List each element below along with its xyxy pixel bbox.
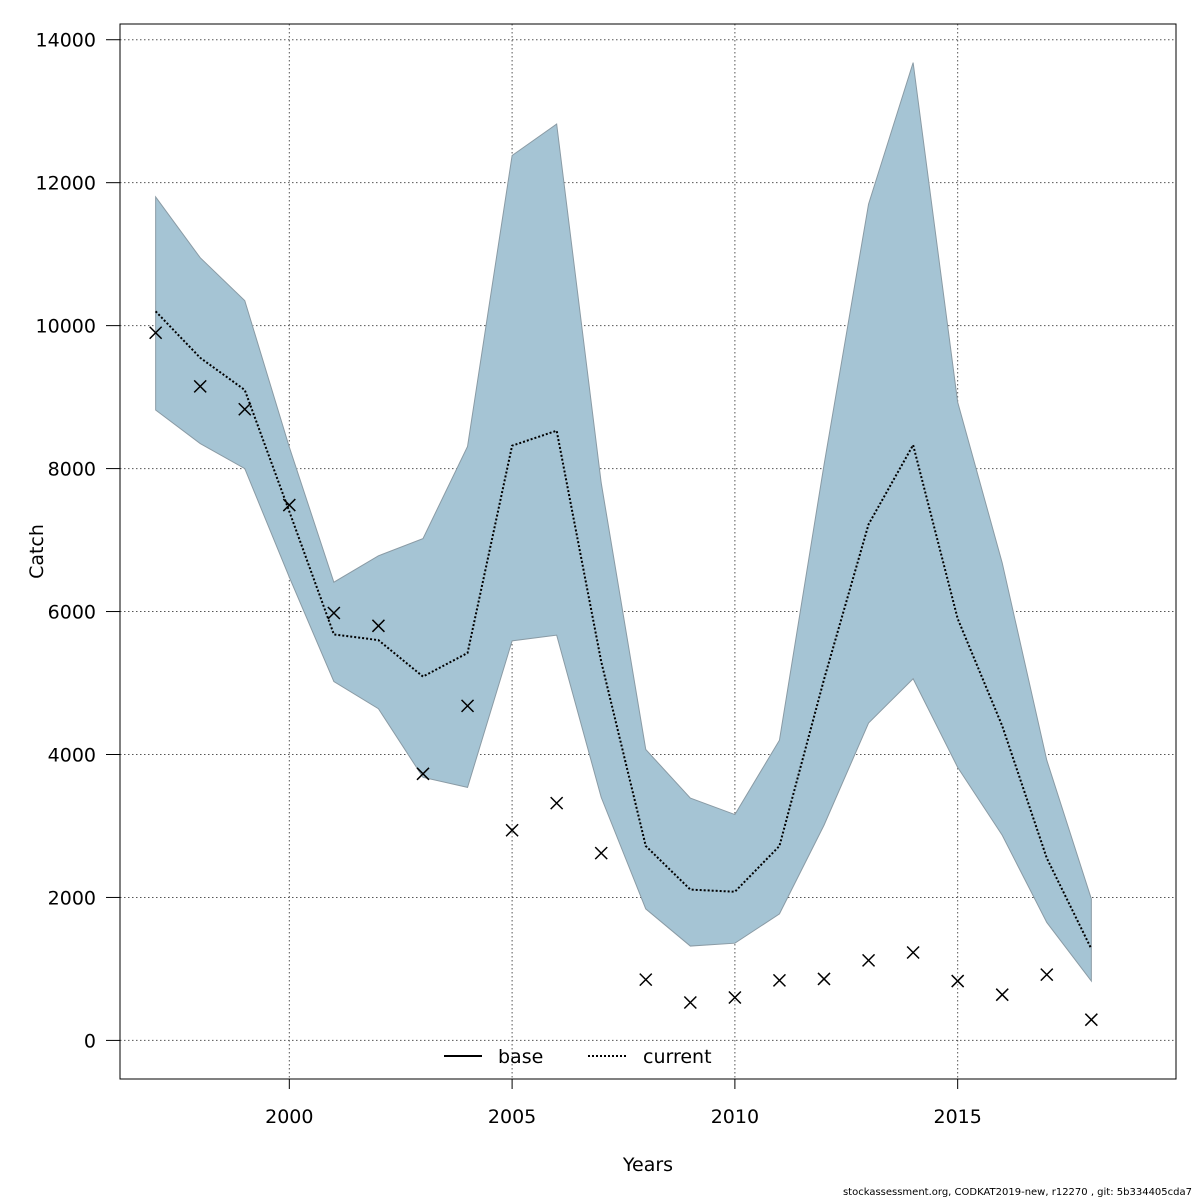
observed-point <box>327 606 341 620</box>
observed-point <box>238 402 252 416</box>
y-tick-label: 10000 <box>36 316 96 338</box>
x-tick-label: 2000 <box>265 1106 313 1128</box>
observed-point <box>728 990 742 1005</box>
x-tick-label: 2010 <box>711 1106 759 1128</box>
observed-point <box>505 823 519 837</box>
footer-credit: stockassessment.org, CODKAT2019-new, r12… <box>842 1187 1192 1198</box>
observed-point <box>282 498 296 512</box>
observed-point <box>550 796 564 810</box>
observed-markers <box>149 326 1098 1027</box>
series-line-current <box>154 310 1093 950</box>
y-tick-label: 0 <box>84 1030 96 1052</box>
legend: base current <box>444 1046 712 1068</box>
x-axis-title: Years <box>622 1154 673 1176</box>
observed-point <box>461 699 475 713</box>
y-axis-title: Catch <box>26 524 48 579</box>
x-tick-label: 2005 <box>488 1106 536 1128</box>
observed-point <box>1084 1013 1098 1027</box>
y-tick-label: 12000 <box>36 173 96 195</box>
y-tick-label: 2000 <box>48 887 96 909</box>
series-lines <box>154 310 1093 950</box>
plot-frame <box>119 23 1177 1080</box>
observed-point <box>683 995 697 1010</box>
observed-point <box>149 326 163 340</box>
observed-point <box>862 953 876 967</box>
x-tick-label: 2015 <box>933 1106 981 1128</box>
observed-point <box>951 974 965 988</box>
observed-point <box>995 988 1009 1002</box>
observed-point <box>594 846 608 860</box>
observed-point <box>817 972 831 986</box>
observed-point <box>1040 968 1054 982</box>
y-tick-label: 6000 <box>48 602 96 624</box>
observed-point <box>772 973 786 987</box>
confidence-band <box>155 62 1092 983</box>
legend-label-current: current <box>643 1046 712 1068</box>
y-axis: 0 2000 4000 6000 8000 10000 12000 14000 <box>36 30 120 1052</box>
observed-point <box>639 973 653 987</box>
y-tick-label: 4000 <box>48 744 96 766</box>
observed-point <box>371 619 385 633</box>
observed-point <box>193 379 207 393</box>
observed-point <box>906 945 920 960</box>
y-tick-label: 8000 <box>48 459 96 481</box>
observed-point <box>416 767 430 781</box>
x-axis: 2000 2005 2010 2015 <box>265 1079 982 1128</box>
legend-label-base: base <box>498 1046 543 1068</box>
y-tick-label: 14000 <box>36 30 96 52</box>
confidence-band-area <box>155 62 1092 983</box>
